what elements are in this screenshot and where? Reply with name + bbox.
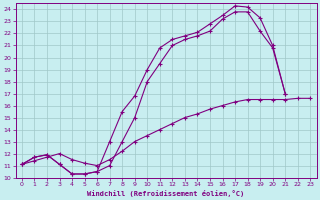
X-axis label: Windchill (Refroidissement éolien,°C): Windchill (Refroidissement éolien,°C) (87, 190, 245, 197)
